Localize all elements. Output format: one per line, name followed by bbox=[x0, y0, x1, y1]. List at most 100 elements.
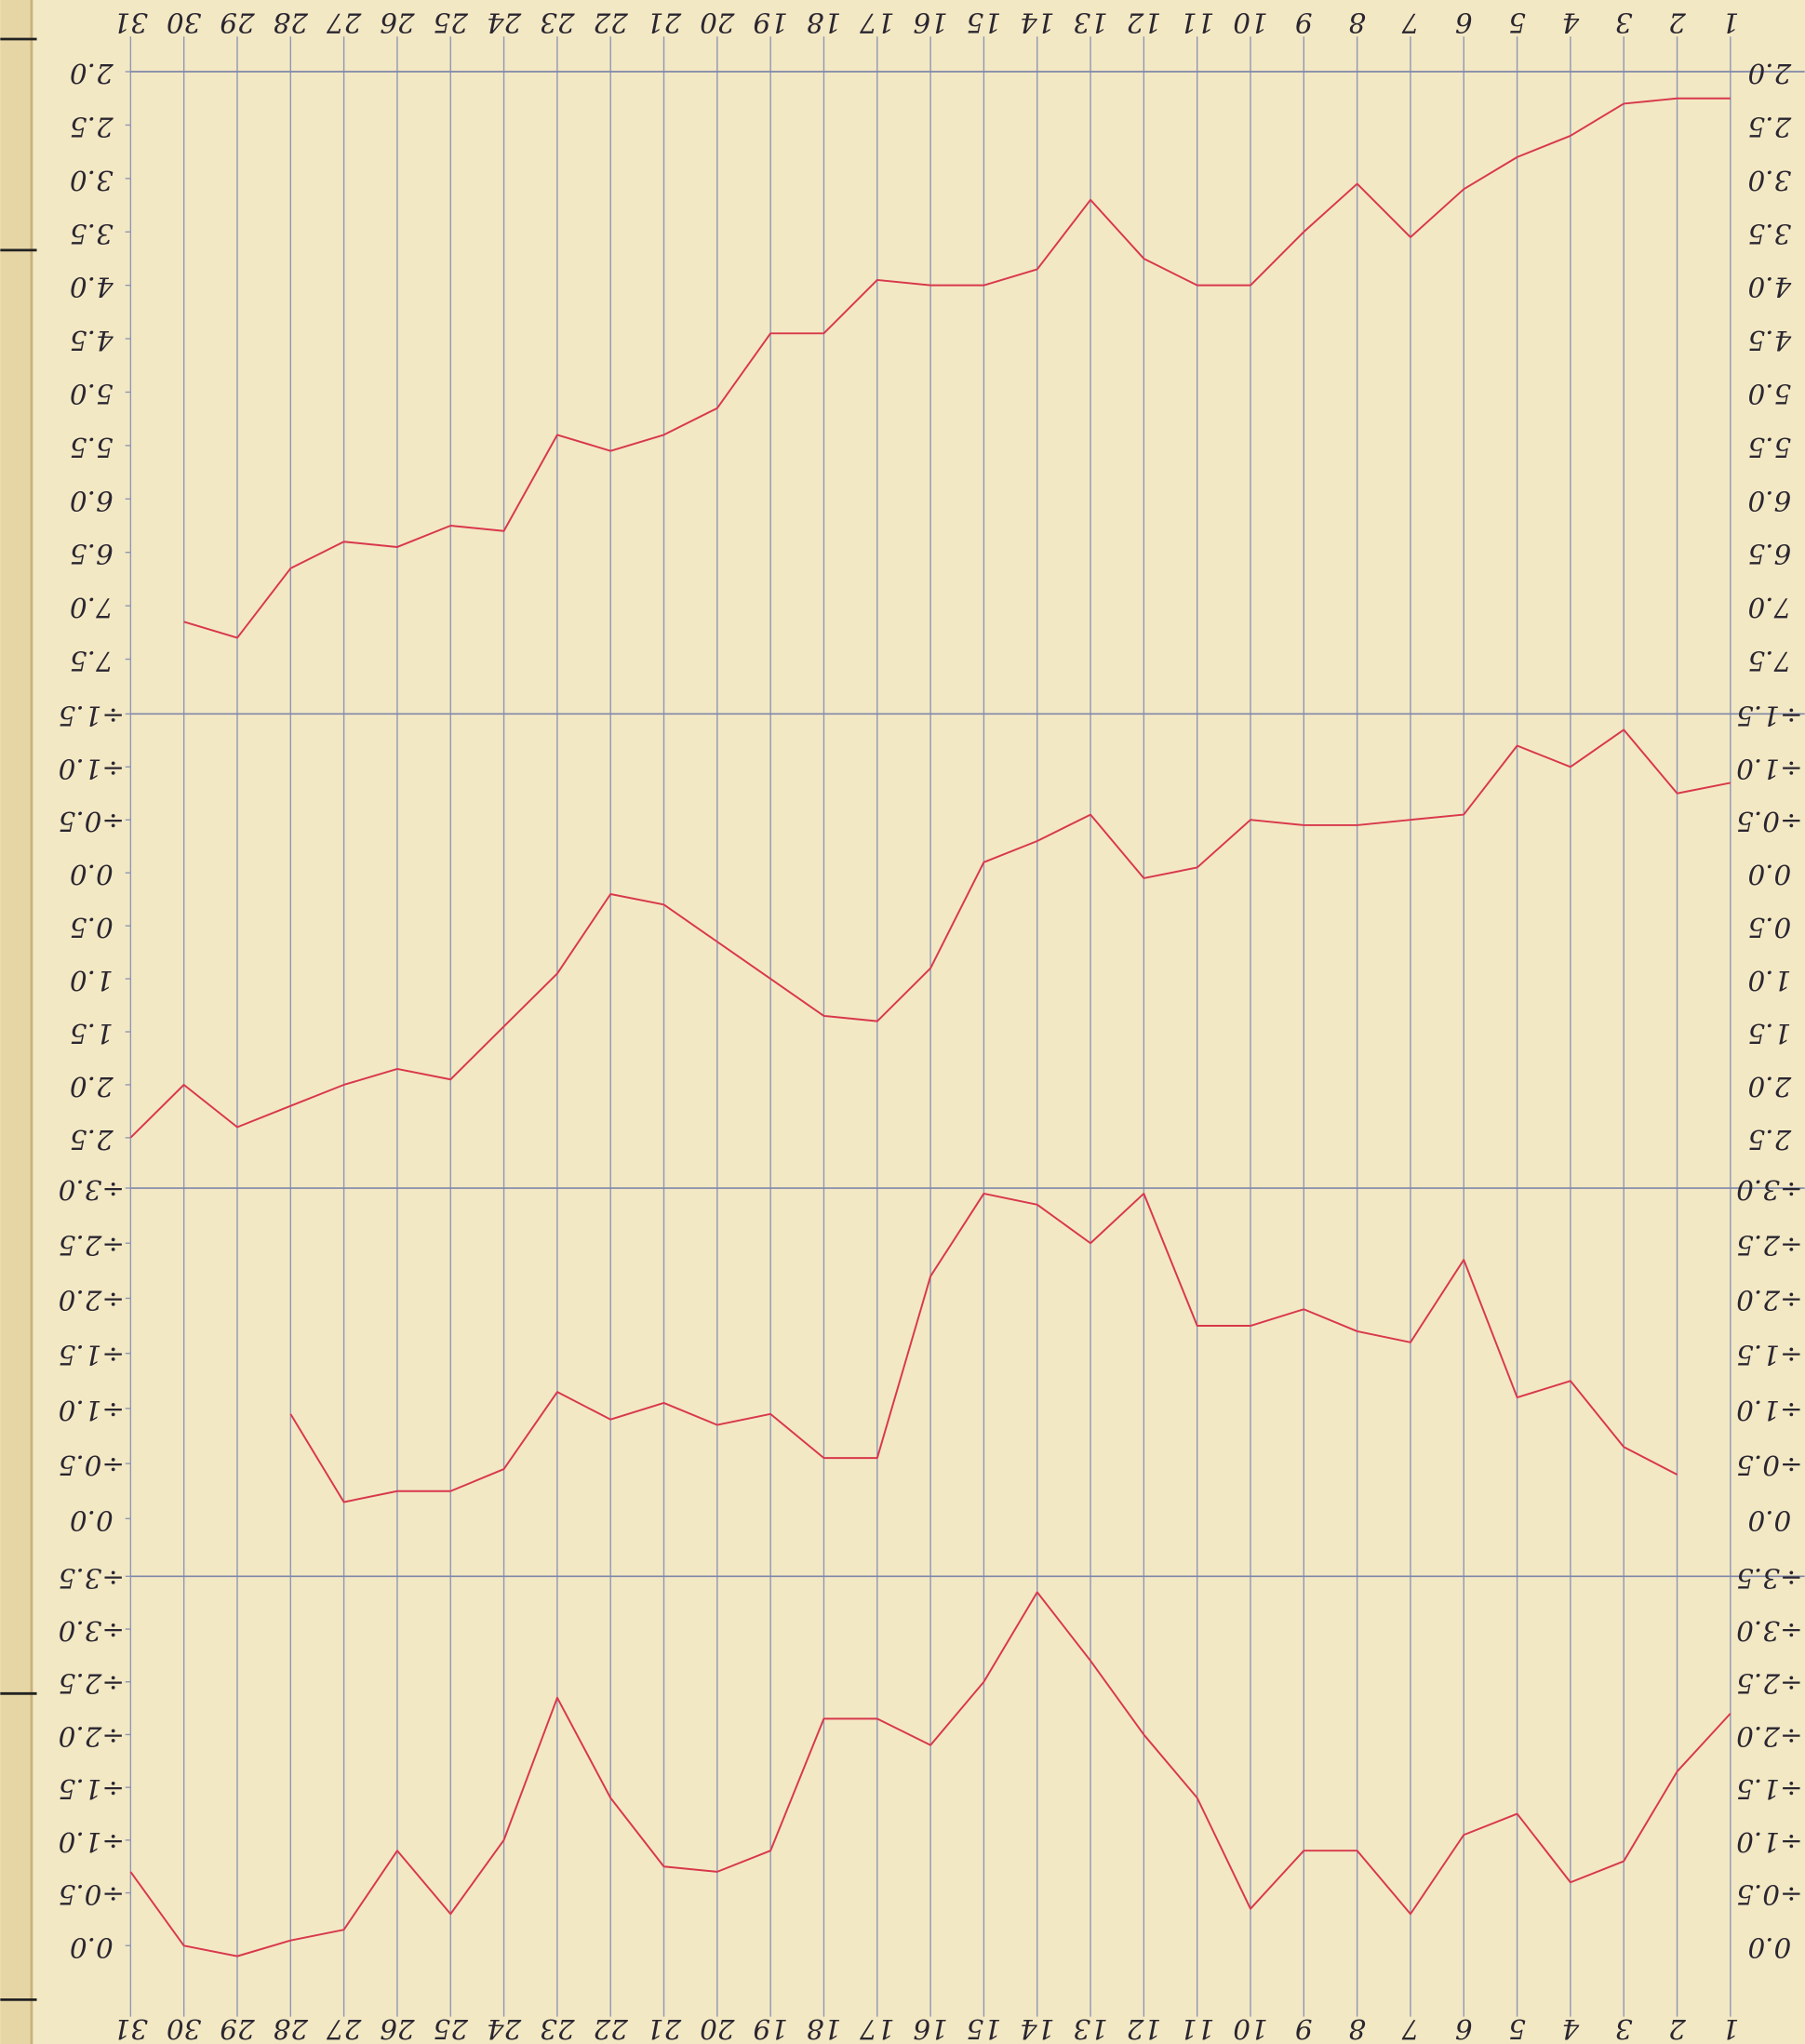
y-tick-label: ÷0.5 bbox=[59, 806, 125, 837]
x-tick-label: 29 bbox=[220, 7, 255, 38]
x-tick-label: 16 bbox=[913, 2013, 947, 2044]
y-tick-label: 4.5 bbox=[70, 325, 114, 356]
x-tick-label: 22 bbox=[593, 2013, 628, 2044]
x-tick-label: 28 bbox=[274, 7, 309, 38]
y-tick-label: ÷1.0 bbox=[59, 1395, 125, 1426]
y-tick-label: ÷0.5 bbox=[1736, 806, 1802, 837]
y-tick-label: 1.5 bbox=[1747, 1018, 1791, 1049]
y-tick-label: ÷0.5 bbox=[1736, 1450, 1802, 1481]
x-tick-label: 21 bbox=[647, 7, 682, 38]
x-tick-label: 20 bbox=[700, 2013, 735, 2044]
data-line bbox=[289, 1192, 1678, 1503]
x-tick-label: 5 bbox=[1508, 2013, 1526, 2044]
y-tick-label: ÷1.5 bbox=[1736, 700, 1802, 731]
y-tick-label: ÷1.5 bbox=[1736, 1340, 1802, 1371]
x-tick-label: 19 bbox=[753, 2013, 787, 2044]
x-tick-label: 4 bbox=[1562, 2013, 1581, 2044]
x-tick-label: 27 bbox=[327, 7, 363, 38]
y-tick-label: ÷0.5 bbox=[59, 1879, 125, 1911]
y-tick-label: ÷1.5 bbox=[1736, 1773, 1802, 1805]
x-tick-label: 31 bbox=[114, 7, 148, 38]
x-tick-label: 9 bbox=[1295, 7, 1313, 38]
x-tick-label: 25 bbox=[434, 2013, 469, 2044]
x-tick-label: 13 bbox=[1073, 7, 1107, 38]
x-tick-label: 1 bbox=[1722, 7, 1740, 38]
y-tick-label: 6.0 bbox=[1747, 485, 1791, 516]
y-tick-label: 0.0 bbox=[1747, 1931, 1791, 1963]
y-tick-label: 4.0 bbox=[70, 272, 114, 303]
x-tick-label: 11 bbox=[1180, 2013, 1214, 2044]
y-tick-label: 7.0 bbox=[1747, 592, 1791, 623]
y-tick-label: 6.5 bbox=[70, 539, 114, 570]
y-tick-label: 0.0 bbox=[70, 1931, 114, 1963]
y-tick-label: ÷2.5 bbox=[59, 1229, 125, 1261]
y-tick-label: ÷1.0 bbox=[1736, 1826, 1802, 1858]
x-tick-label: 30 bbox=[167, 7, 201, 38]
y-tick-label: 5.5 bbox=[70, 432, 114, 463]
y-tick-label: 1.0 bbox=[1747, 965, 1791, 996]
y-tick-label: ÷3.5 bbox=[1736, 1562, 1802, 1594]
y-tick-label: 5.0 bbox=[70, 378, 114, 409]
x-tick-label: 17 bbox=[860, 7, 895, 38]
x-tick-label: 7 bbox=[1401, 7, 1419, 38]
x-tick-label: 8 bbox=[1348, 2013, 1366, 2044]
y-tick-label: 2.0 bbox=[1747, 1071, 1792, 1102]
x-tick-label: 8 bbox=[1348, 7, 1366, 38]
x-tick-label: 23 bbox=[540, 7, 575, 38]
x-tick-label: 17 bbox=[860, 2013, 895, 2044]
x-tick-label: 19 bbox=[753, 7, 787, 38]
x-tick-label: 7 bbox=[1401, 2013, 1419, 2044]
y-tick-label: ÷0.5 bbox=[59, 1450, 125, 1481]
y-tick-label: 2.5 bbox=[1747, 111, 1792, 142]
y-tick-label: 0.0 bbox=[70, 859, 114, 890]
y-tick-label: ÷1.0 bbox=[59, 1826, 125, 1858]
y-tick-label: ÷1.0 bbox=[1736, 753, 1802, 784]
y-tick-label: ÷3.0 bbox=[59, 1615, 125, 1647]
y-tick-label: 7.5 bbox=[1747, 646, 1791, 677]
x-tick-label: 14 bbox=[1020, 7, 1054, 38]
x-tick-label: 10 bbox=[1233, 2013, 1267, 2044]
x-tick-label: 5 bbox=[1508, 7, 1526, 38]
x-tick-label: 23 bbox=[540, 2013, 575, 2044]
x-tick-label: 2 bbox=[1668, 2013, 1687, 2044]
y-tick-label: 7.0 bbox=[70, 592, 114, 623]
plot: 3131303029292828272726262525242423232222… bbox=[59, 7, 1805, 2044]
y-tick-label: ÷3.5 bbox=[59, 1562, 125, 1594]
x-tick-label: 29 bbox=[220, 2013, 255, 2044]
x-tick-label: 30 bbox=[167, 2013, 201, 2044]
y-tick-label: ÷2.0 bbox=[1736, 1720, 1802, 1752]
x-tick-label: 18 bbox=[807, 2013, 841, 2044]
y-tick-label: 1.5 bbox=[70, 1018, 114, 1049]
x-tick-label: 24 bbox=[487, 7, 522, 38]
x-tick-label: 4 bbox=[1562, 7, 1581, 38]
y-tick-label: 3.5 bbox=[70, 218, 114, 249]
x-tick-label: 25 bbox=[434, 7, 469, 38]
x-tick-label: 1 bbox=[1722, 2013, 1740, 2044]
x-tick-label: 13 bbox=[1073, 2013, 1107, 2044]
x-tick-label: 26 bbox=[380, 7, 415, 38]
y-tick-label: 5.0 bbox=[1747, 378, 1791, 409]
x-tick-label: 21 bbox=[647, 2013, 682, 2044]
x-tick-label: 16 bbox=[913, 7, 947, 38]
y-tick-label: 2.5 bbox=[1747, 1124, 1792, 1156]
y-tick-label: 3.0 bbox=[70, 165, 114, 196]
y-tick-label: 0.0 bbox=[1747, 859, 1791, 890]
y-tick-label: ÷3.0 bbox=[1736, 1174, 1802, 1206]
y-tick-label: 4.0 bbox=[1747, 272, 1792, 303]
data-line bbox=[129, 728, 1731, 1139]
x-tick-label: 15 bbox=[967, 7, 1001, 38]
x-tick-label: 12 bbox=[1127, 2013, 1161, 2044]
y-tick-label: 0.5 bbox=[1747, 912, 1791, 943]
x-tick-label: 26 bbox=[380, 2013, 415, 2044]
x-tick-label: 14 bbox=[1020, 2013, 1054, 2044]
y-tick-label: 4.5 bbox=[1747, 325, 1792, 356]
x-tick-label: 11 bbox=[1180, 7, 1214, 38]
page-edge bbox=[0, 0, 32, 2044]
x-tick-label: 3 bbox=[1615, 7, 1633, 38]
data-line bbox=[129, 1591, 1731, 1957]
y-tick-label: ÷2.0 bbox=[59, 1720, 125, 1752]
y-tick-label: 2.0 bbox=[1747, 58, 1792, 89]
y-tick-label: ÷2.0 bbox=[59, 1284, 125, 1316]
